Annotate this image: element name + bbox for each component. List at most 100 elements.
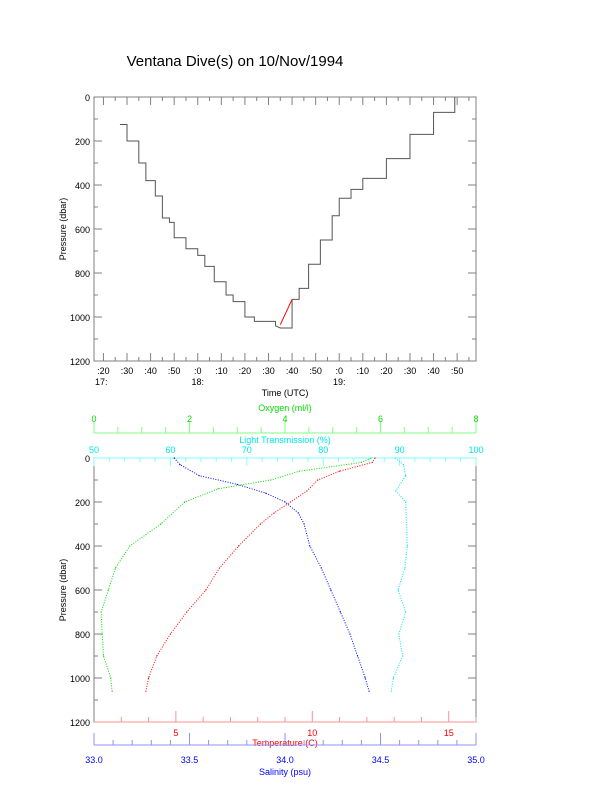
y-tick-label: 200 [75, 137, 90, 147]
x-tick-label: :20 [97, 366, 110, 376]
oxygen-data-point [270, 479, 272, 481]
salinity-data-point [349, 633, 351, 635]
temperature-profile-line [145, 457, 376, 692]
y-tick-label: 1200 [70, 718, 90, 728]
x-tick-label: :40 [286, 366, 299, 376]
y-tick-label: 1000 [70, 674, 90, 684]
light-data-point [405, 475, 407, 477]
salinity-data-point [236, 483, 238, 485]
light-data-point [405, 611, 407, 613]
x-tick-label: :50 [451, 366, 464, 376]
oxygen-data-point [360, 461, 362, 463]
chart-title: Ventana Dive(s) on 10/Nov/1994 [127, 53, 344, 70]
salinity-tick-label: 35.0 [467, 755, 485, 765]
oxygen-data-point [184, 501, 186, 503]
oxygen-data-point [111, 690, 113, 692]
temperature-data-point [259, 523, 262, 525]
salinity-profile-line [173, 457, 370, 692]
temperature-data-point [218, 567, 221, 569]
temperature-data-point [205, 589, 207, 591]
temperature-data-point [238, 545, 240, 547]
light-data-point [402, 655, 404, 657]
salinity-data-point [284, 501, 286, 503]
light-data-point [402, 464, 405, 466]
temperature-data-point [371, 461, 373, 463]
temperature-tick-label: 15 [444, 728, 454, 738]
x-tick-label: :0 [194, 366, 202, 376]
light-tick-label: 80 [318, 445, 328, 455]
temperature-data-point [169, 633, 171, 635]
y-tick-label: 800 [75, 269, 90, 279]
light-tick-label: 60 [165, 445, 175, 455]
light-data-point [398, 633, 400, 635]
salinity-data-point [330, 589, 332, 591]
x-hour-label: 17: [95, 377, 108, 387]
x-tick-label: :40 [427, 366, 440, 376]
x-hour-label: 18: [191, 377, 204, 387]
temperature-data-point [186, 611, 188, 613]
dive-track-line [119, 97, 456, 329]
light-data-point [392, 677, 395, 679]
x-tick-label: :40 [144, 366, 157, 376]
bottom-plot-frame [93, 457, 477, 723]
oxygen-tick-label: 4 [282, 414, 287, 424]
oxygen-tick-label: 0 [91, 414, 96, 424]
gap-line [279, 299, 293, 325]
light-data-point [394, 457, 396, 459]
salinity-data-point [297, 512, 299, 514]
salinity-data-point [303, 523, 305, 525]
x-tick-label: :30 [262, 366, 275, 376]
light-tick-label: 90 [395, 445, 405, 455]
salinity-data-point [309, 545, 311, 547]
oxygen-axis-label: Oxygen (ml/l) [258, 403, 312, 413]
oxygen-data-point [217, 488, 219, 490]
temperature-data-point [289, 501, 292, 503]
y-tick-label: 800 [75, 630, 90, 640]
x-tick-label: :0 [335, 366, 343, 376]
y-tick-label: 400 [75, 181, 90, 191]
top-plot-frame [93, 96, 477, 362]
temperature-tick-label: 5 [173, 728, 178, 738]
salinity-tick-label: 33.5 [181, 755, 199, 765]
x-hour-label: 19: [333, 377, 346, 387]
y-axis-label: Pressure (dbar) [58, 559, 68, 622]
oxygen-data-point [370, 457, 372, 459]
y-tick-label: 0 [85, 454, 90, 464]
light-axis-label: Light Transmission (%) [239, 435, 331, 445]
y-axis-label: Pressure (dbar) [58, 198, 68, 261]
temperature-data-point [317, 479, 319, 481]
x-tick-label: :20 [380, 366, 393, 376]
salinity-data-point [320, 567, 322, 569]
x-axis-label: Time (UTC) [262, 388, 309, 398]
x-tick-label: :50 [309, 366, 322, 376]
oxygen-data-point [102, 655, 105, 657]
temperature-data-point [145, 690, 147, 692]
salinity-data-point [339, 611, 341, 613]
oxygen-data-point [160, 523, 162, 525]
light-data-point [406, 545, 408, 547]
temperature-data-point [147, 677, 150, 679]
y-tick-label: 0 [85, 93, 90, 103]
salinity-data-point [364, 677, 366, 679]
temperature-data-point [338, 470, 341, 472]
salinity-axis-label: Salinity (psu) [259, 767, 311, 777]
oxygen-tick-label: 2 [187, 414, 192, 424]
y-tick-label: 600 [75, 225, 90, 235]
x-tick-label: :10 [357, 366, 370, 376]
light-data-point [404, 567, 406, 569]
oxygen-data-point [129, 545, 131, 547]
light-data-point [395, 490, 397, 492]
light-data-point [390, 690, 392, 692]
x-tick-label: :20 [239, 366, 252, 376]
x-tick-label: :10 [215, 366, 228, 376]
salinity-tick-label: 34.0 [276, 755, 294, 765]
y-tick-label: 1000 [70, 313, 90, 323]
temperature-data-point [156, 655, 158, 657]
oxygen-data-point [100, 611, 102, 613]
oxygen-data-point [298, 470, 300, 472]
x-tick-label: :50 [168, 366, 181, 376]
temperature-data-point [374, 457, 376, 459]
salinity-data-point [265, 492, 267, 494]
